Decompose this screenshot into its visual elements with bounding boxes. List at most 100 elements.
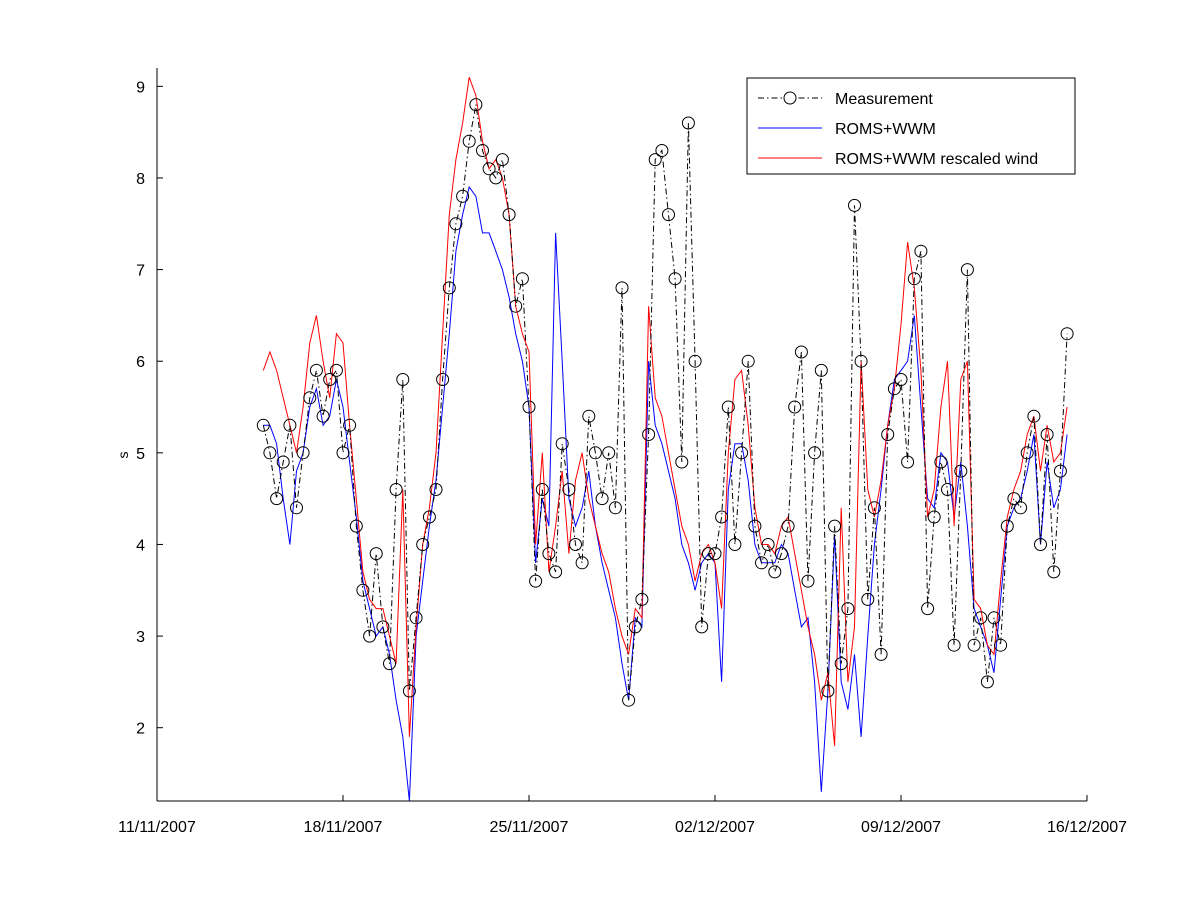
x-tick-label: 25/11/2007 (490, 819, 569, 836)
y-tick-label: 3 (136, 629, 145, 646)
axes-layer: s 11/11/2007 18/11/2007 25/11/2007 02/12/20… (115, 68, 1127, 836)
data-point (708, 547, 722, 561)
data-point (828, 519, 842, 533)
data-point (954, 464, 968, 478)
data-point (263, 446, 277, 460)
data-point (535, 483, 549, 496)
data-point (622, 693, 636, 707)
data-point (429, 483, 443, 496)
data-point (748, 519, 762, 533)
data-point (801, 574, 815, 588)
data-point (522, 400, 536, 414)
data-point (894, 373, 908, 386)
data-point (967, 638, 981, 652)
plot-area (157, 68, 1087, 801)
data-point (283, 418, 297, 432)
data-point (356, 583, 370, 597)
data-point (994, 638, 1008, 652)
data-point (735, 446, 749, 460)
data-point (914, 244, 928, 258)
data-point (1000, 519, 1014, 533)
data-point (462, 134, 476, 148)
data-point (701, 547, 715, 561)
data-point (595, 492, 609, 506)
data-point (602, 446, 616, 460)
data-point (648, 153, 662, 167)
data-point (808, 446, 822, 460)
data-point (987, 611, 1001, 625)
data-point (270, 492, 284, 506)
legend-marker (783, 91, 797, 105)
data-point (881, 428, 895, 441)
data-point (329, 363, 343, 377)
data-point (515, 272, 529, 286)
data-point (416, 538, 430, 551)
data-point (1020, 446, 1034, 460)
legend-label-roms-wwm-rescaled-wind: ROMS+WWM rescaled wind (835, 151, 1038, 168)
data-point (668, 272, 682, 286)
data-point (755, 556, 768, 570)
data-point (841, 602, 855, 616)
data-point (635, 592, 649, 606)
data-point (681, 116, 695, 130)
data-point (821, 684, 835, 698)
data-point (642, 428, 656, 441)
data-point (854, 354, 868, 368)
y-tick-label: 5 (136, 446, 145, 463)
data-point (1060, 327, 1074, 341)
data-point (715, 510, 729, 524)
data-point (1047, 565, 1061, 579)
data-point (529, 574, 543, 588)
data-point (1053, 464, 1067, 478)
data-point (449, 217, 463, 231)
data-point (901, 455, 915, 469)
data-point (814, 363, 828, 377)
data-point (695, 620, 709, 634)
data-point (1014, 501, 1028, 515)
data-point (655, 144, 669, 157)
data-point (436, 373, 450, 386)
data-point (688, 354, 702, 368)
data-point (941, 483, 954, 496)
data-point (788, 400, 802, 414)
data-point (290, 501, 303, 515)
y-tick-label: 6 (136, 354, 145, 371)
data-point (721, 400, 735, 414)
data-point (316, 409, 330, 423)
data-point (575, 556, 589, 570)
y-tick-label: 7 (136, 263, 145, 280)
data-point (867, 501, 881, 515)
data-point (761, 538, 775, 551)
series-line-measurement (262, 104, 1068, 701)
data-point (934, 455, 948, 469)
data-point (628, 620, 642, 634)
data-point (562, 483, 576, 496)
data-point (555, 437, 569, 451)
data-point (389, 483, 403, 496)
data-point (383, 657, 396, 671)
data-point (323, 373, 337, 386)
legend-label-measurement: Measurement (835, 91, 933, 108)
data-point (296, 446, 310, 460)
data-point (887, 382, 901, 396)
data-point (482, 162, 496, 176)
data-point (276, 455, 290, 469)
data-point (309, 363, 323, 377)
y-tick-label: 9 (136, 79, 145, 96)
data-point (960, 263, 974, 277)
data-point (549, 565, 563, 579)
data-point (615, 281, 629, 295)
data-point (1027, 409, 1041, 423)
data-point (502, 208, 516, 222)
data-point (369, 547, 383, 561)
data-point (927, 510, 941, 524)
data-point (662, 208, 675, 222)
data-point (861, 592, 875, 606)
data-point (947, 638, 961, 652)
x-tick-label: 18/11/2007 (304, 819, 383, 836)
legend-label-roms-wwm: ROMS+WWM (835, 121, 936, 138)
data-point (774, 547, 788, 561)
data-point (409, 611, 423, 625)
data-point (442, 281, 456, 295)
